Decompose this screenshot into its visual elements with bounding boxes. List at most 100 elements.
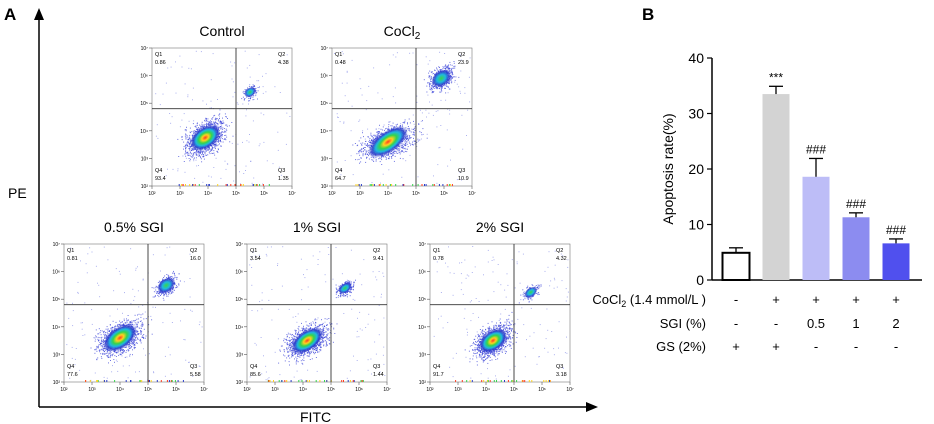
flow-event-dot <box>133 343 135 344</box>
flow-event-dot <box>460 70 462 72</box>
flow-event-dot <box>399 157 401 159</box>
flow-event-dot <box>381 164 383 165</box>
flow-event-dot <box>232 81 234 83</box>
flow-event-dot <box>410 131 412 133</box>
flow-event-dot <box>223 131 225 133</box>
flow-event-dot <box>101 336 103 338</box>
flow-event-dot <box>109 315 111 317</box>
flow-event-dot <box>209 122 211 124</box>
flow-event-dot <box>204 152 206 153</box>
flow-event-dot <box>170 122 172 124</box>
flow-event-dot <box>409 122 411 124</box>
flow-event-dot <box>129 322 131 324</box>
flow-event-dot <box>157 295 159 296</box>
flow-event-dot <box>430 81 432 82</box>
flow-event-dot <box>443 67 445 69</box>
flow-event-dot <box>375 136 377 138</box>
flow-event-dot <box>430 80 431 82</box>
flow-event-dot <box>217 148 219 150</box>
flow-event-dot <box>447 86 449 88</box>
flow-event-dot <box>195 50 197 52</box>
flow-event-dot <box>96 358 98 360</box>
flow-event-dot <box>370 141 371 143</box>
flow-event-dot <box>133 320 135 322</box>
flow-event-dot <box>193 154 195 156</box>
flow-event-dot <box>119 320 121 322</box>
flow-event-dot <box>198 324 200 326</box>
flow-event-dot <box>89 247 91 249</box>
flow-event-dot <box>142 325 144 327</box>
flow-event-dot <box>109 324 111 326</box>
flow-event-dot <box>198 153 200 155</box>
flow-event-dot <box>94 340 96 342</box>
x-tick-label: 10³ <box>356 191 364 197</box>
flow-event-dot <box>362 130 364 132</box>
flow-event-dot <box>404 143 406 145</box>
flow-event-dot <box>191 310 193 312</box>
flow-event-dot <box>438 147 440 149</box>
flow-event-dot <box>222 122 224 124</box>
flow-event-dot <box>420 132 422 134</box>
flow-event-dot <box>388 126 390 128</box>
flow-event-dot <box>199 366 201 367</box>
flow-event-dot <box>210 150 212 152</box>
flow-event-dot <box>145 318 147 320</box>
flow-event-dot <box>199 153 201 154</box>
flow-event-dot <box>187 141 189 143</box>
flow-event-dot <box>142 335 144 337</box>
flow-event-dot <box>69 366 71 367</box>
flow-event-dot <box>429 83 431 85</box>
flow-event-dot <box>193 149 195 151</box>
flow-event-dot <box>133 299 135 301</box>
flow-event-dot <box>169 354 171 356</box>
flow-event-dot <box>378 132 380 134</box>
y-tick-label: 10² <box>141 184 149 190</box>
flow-event-dot <box>104 335 106 337</box>
flow-event-dot <box>458 76 460 78</box>
flow-event-dot <box>445 87 446 89</box>
flow-event-dot <box>118 270 120 272</box>
flow-event-dot <box>140 330 142 332</box>
flow-plot-title: 0.5% SGI <box>104 219 164 235</box>
flow-event-dot <box>250 86 252 88</box>
flow-event-dot <box>201 151 203 153</box>
flow-event-dot <box>103 353 105 355</box>
flow-event-dot <box>206 120 207 122</box>
flow-event-dot <box>414 126 416 128</box>
flow-event-dot <box>101 330 103 332</box>
flow-event-dot <box>445 64 446 66</box>
flow-event-dot <box>172 272 174 274</box>
flow-event-dot <box>403 144 405 146</box>
flow-event-dot <box>112 365 113 367</box>
flow-event-dot <box>412 141 413 143</box>
flow-event-dot <box>248 103 249 105</box>
flow-event-dot <box>451 75 453 77</box>
flow-event-dot <box>363 147 365 148</box>
flow-event-dot <box>130 342 132 344</box>
flow-event-dot <box>69 377 71 379</box>
flow-event-dot <box>140 325 142 327</box>
flow-event-dot <box>128 346 130 348</box>
flow-event-dot <box>400 146 402 148</box>
flow-event-dot <box>437 87 439 89</box>
flow-event-dot <box>244 89 246 91</box>
flow-event-dot <box>196 150 197 152</box>
flow-event-dot <box>367 128 369 130</box>
flow-event-dot <box>195 151 197 153</box>
flow-event-dot <box>243 98 245 100</box>
flow-event-dot <box>107 328 109 330</box>
flow-event-dot <box>195 126 197 128</box>
flow-event-dot <box>447 65 449 67</box>
flow-event-dot <box>449 88 451 90</box>
flow-event-dot <box>362 142 364 144</box>
flow-event-dot <box>136 325 138 327</box>
flow-event-dot <box>222 127 224 129</box>
flow-event-dot <box>207 118 209 120</box>
flow-event-dot <box>194 130 196 132</box>
flow-event-dot <box>396 149 398 151</box>
flow-event-dot <box>202 154 204 156</box>
flow-event-dot <box>390 156 392 157</box>
flow-event-dot <box>165 175 167 177</box>
flow-event-dot <box>219 122 221 124</box>
flow-event-dot <box>429 87 431 89</box>
